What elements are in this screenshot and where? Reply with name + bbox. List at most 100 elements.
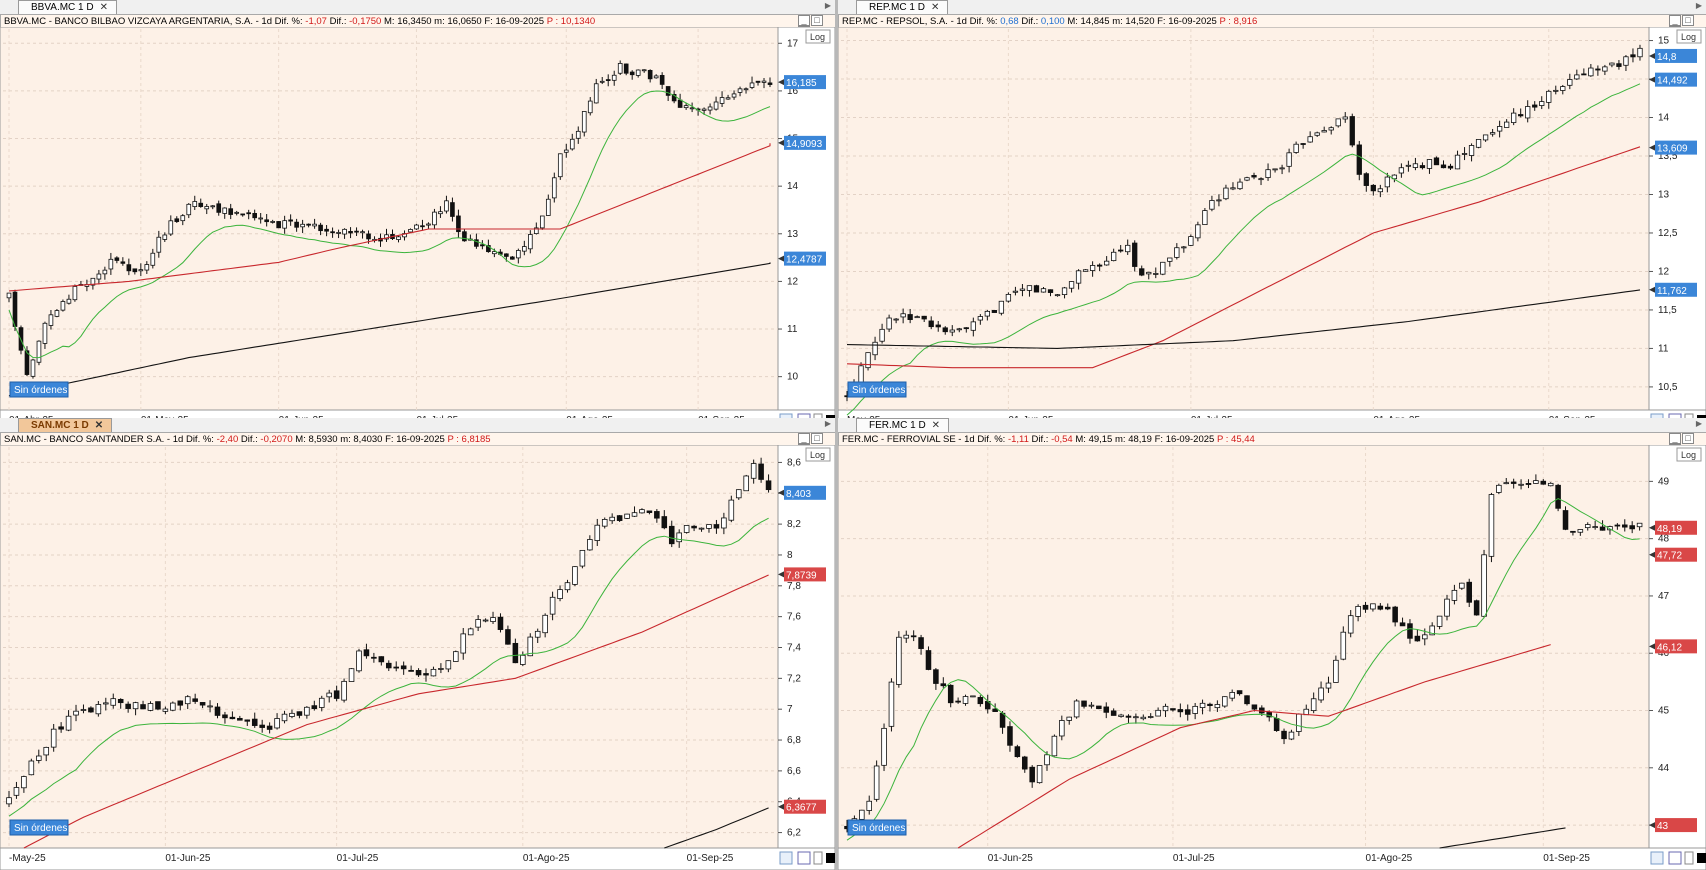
y-axis-area [777,445,835,849]
candle-body [935,324,941,328]
p-value: 10,1340 [560,16,596,27]
close-tab-icon[interactable]: ✕ [99,2,108,13]
color-mode-icon[interactable] [1697,853,1706,863]
price-chart[interactable]: 1514,51413,51312,51211,51110,5May-2501-J… [838,27,1706,432]
close-tab-icon[interactable]: ✕ [94,420,104,431]
candle-body [192,698,198,702]
date-label: F: [1157,16,1166,27]
orders-badge[interactable] [9,819,69,836]
price-tag [1655,72,1697,87]
plot-area[interactable] [838,27,1650,411]
dif-pct-value: -2,40 [216,434,239,445]
candle-body [707,106,713,111]
x-tick-label: 01-Jul-25 [1173,853,1215,864]
maximize-icon[interactable]: □ [1682,15,1694,26]
candle-body [150,252,156,266]
candle-body [1029,766,1035,783]
close-tab-icon[interactable]: ✕ [930,2,940,13]
close-tab-icon[interactable]: ✕ [931,420,941,431]
auto-scale-icon[interactable] [779,851,793,865]
candle-body [1153,273,1159,275]
y-tick-label: 11 [1658,343,1669,354]
tab-scroll-right-icon[interactable]: ▶ [1695,1,1702,10]
maximize-icon[interactable]: □ [811,433,823,444]
tab-rep[interactable]: REP.MC 1 D ✕ [856,0,949,14]
price-chart[interactable]: 171615141312111001-Abr-2501-May-2501-Jun… [0,27,835,432]
chart-panel-rep: ◀ REP.MC 1 D✕ ▶ REP.MC - REPSOL, S.A. - … [838,0,1706,432]
plot-area[interactable] [838,445,1650,849]
candle-body [1363,173,1369,186]
price-tag-label: 7,8739 [786,570,817,581]
price-chart[interactable]: 49 48 47 46 45 44 43 01-Jun-25 01-Jul-25 01-Ago-2… [838,445,1706,870]
candle-body [184,696,191,705]
candle-body [579,549,586,567]
tab-label: FER.MC 1 D [869,420,926,431]
candle-body [1419,165,1426,169]
candle-body [504,253,509,257]
orders-badge-label: Sin órdenes [14,385,67,396]
auto-scale-icon[interactable] [1650,851,1664,865]
candle-body [1342,116,1348,120]
maximize-icon[interactable]: □ [1682,433,1694,444]
candle-body [330,231,335,234]
tab-scroll-right-icon[interactable]: ▶ [824,1,831,10]
price-tag-arrow [1649,822,1655,829]
zoom-icon[interactable] [813,851,823,865]
zoom-icon[interactable] [1684,851,1694,865]
candle-body [1068,281,1075,289]
tab-scroll-right-icon[interactable]: ▶ [1695,419,1702,428]
orders-badge[interactable] [847,381,907,398]
candle-body [631,512,638,517]
candle-body [623,63,629,74]
tab-fer[interactable]: FER.MC 1 D ✕ [856,418,950,432]
candle-body [6,292,12,299]
sma-mid-line [8,143,771,292]
maximize-icon[interactable]: □ [811,15,823,26]
candle-body [180,215,186,222]
save-layout-icon[interactable] [1668,851,1682,865]
candle-body [348,231,353,234]
candle-body [96,273,102,280]
plot-area[interactable] [0,445,779,849]
color-mode-icon[interactable] [826,853,835,863]
p-value: 6,8185 [461,434,491,445]
orders-badge[interactable] [9,381,69,398]
candle-body [1088,704,1095,707]
candle-body [520,654,526,665]
log-scale-button[interactable] [805,447,831,462]
candle-body [42,322,48,344]
tab-scroll-right-icon[interactable]: ▶ [824,419,831,428]
candle-body [1588,67,1594,77]
candle-body [1560,86,1566,91]
candle-body [396,236,401,240]
max-value: 8,5930 [308,434,338,445]
candle-body [1007,726,1013,746]
minimize-icon[interactable]: _ [1669,433,1681,444]
minimize-icon[interactable]: _ [1669,15,1681,26]
candle-body [1609,62,1615,66]
dif-pct-label: Dif. %: [969,16,998,27]
orders-badge-label: Sin órdenes [14,823,67,834]
candle-body [400,665,407,670]
tab-label: SAN.MC 1 D [31,420,89,431]
tab-bbva[interactable]: BBVA.MC 1 D ✕ [18,0,117,14]
save-layout-icon[interactable] [797,851,811,865]
log-scale-button[interactable] [1676,29,1702,44]
price-chart[interactable]: 8,68,48,287,87,67,47,276,86,66,46,2-May-… [0,445,835,870]
candle-body [1347,615,1354,634]
vertical-splitter[interactable] [835,0,838,870]
minimize-icon[interactable]: _ [798,433,810,444]
minimize-icon[interactable]: _ [798,15,810,26]
candle-body [629,71,635,76]
log-scale-button[interactable] [805,29,831,44]
orders-badge[interactable] [847,819,907,836]
log-scale-button[interactable] [1676,447,1702,462]
candle-body [886,317,892,330]
tab-bar [0,418,835,433]
candle-body [1328,127,1334,131]
candle-body [1630,54,1636,58]
candle-body [1532,104,1538,108]
candle-body [186,203,192,216]
candle-body [324,228,329,232]
tab-san[interactable]: SAN.MC 1 D ✕ [18,418,113,432]
